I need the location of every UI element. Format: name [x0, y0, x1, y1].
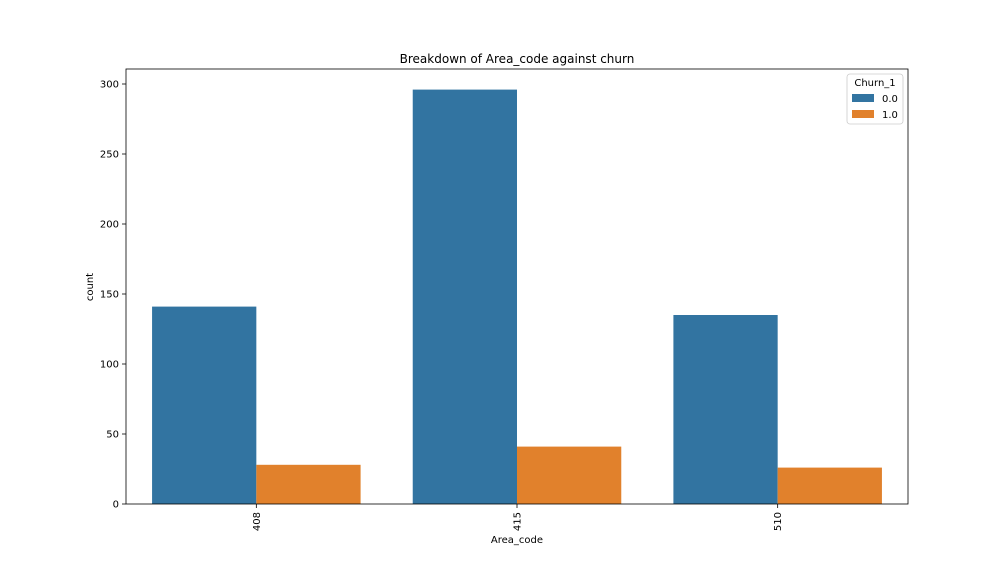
bar-408-series-0.0 [152, 306, 257, 504]
x-axis: 408 415 510 [252, 504, 784, 531]
x-axis-label: Area_code [491, 535, 543, 546]
y-tick-label: 300 [100, 80, 119, 91]
y-axis: 0 50 100 150 200 250 300 [100, 80, 126, 511]
legend-title: Churn_1 [854, 78, 895, 89]
y-axis-label: count [85, 273, 96, 301]
legend-items: 0.01.0 [852, 94, 898, 121]
y-tick-label: 50 [106, 430, 119, 441]
legend: Churn_1 0.01.0 [846, 73, 904, 125]
x-tick-label: 510 [773, 512, 784, 531]
bars-group [152, 89, 882, 504]
bar-408-series-1.0 [256, 464, 361, 504]
bar-415-series-0.0 [412, 89, 517, 504]
y-tick-label: 0 [113, 500, 119, 511]
legend-swatch-1.0 [852, 110, 874, 118]
chart-title: Breakdown of Area_code against churn [400, 52, 635, 66]
bar-510-series-0.0 [673, 315, 778, 504]
bar-510-series-1.0 [777, 467, 882, 504]
legend-label: 1.0 [882, 110, 898, 121]
x-tick-label: 415 [513, 512, 524, 531]
y-tick-label: 200 [100, 220, 119, 231]
legend-label: 0.0 [882, 94, 898, 105]
y-tick-label: 150 [100, 290, 119, 301]
bar-415-series-1.0 [517, 446, 622, 504]
y-tick-label: 250 [100, 150, 119, 161]
y-tick-label: 100 [100, 360, 119, 371]
legend-swatch-0.0 [852, 94, 874, 102]
x-tick-label: 408 [252, 512, 263, 531]
